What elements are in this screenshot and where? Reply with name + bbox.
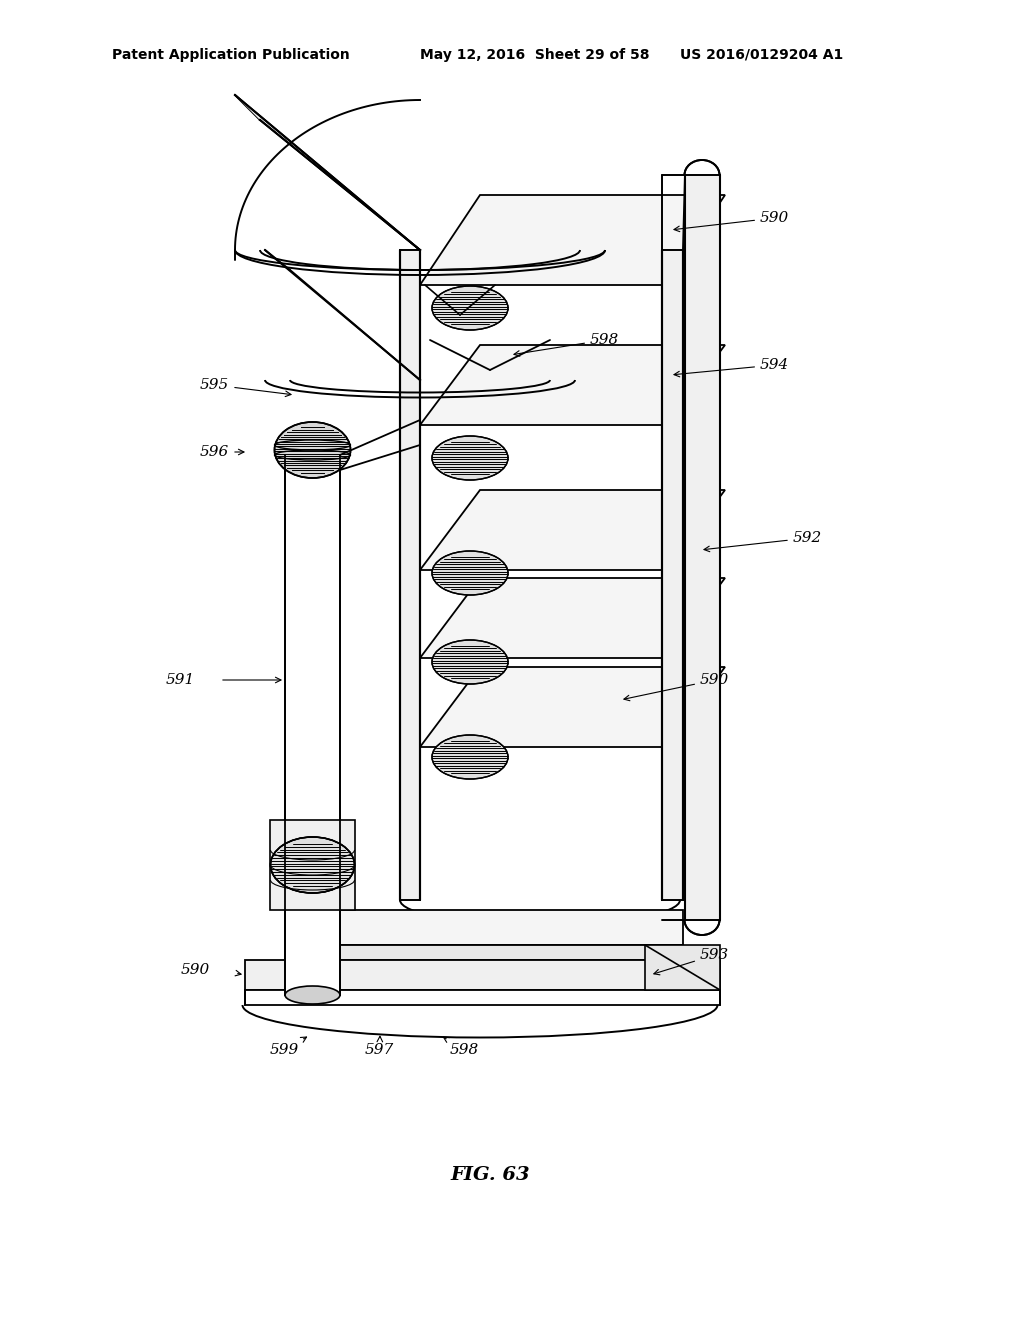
Text: 592: 592 <box>793 531 822 545</box>
Polygon shape <box>340 909 683 945</box>
Polygon shape <box>662 249 683 900</box>
Polygon shape <box>285 455 340 995</box>
Text: 598: 598 <box>514 333 620 356</box>
Polygon shape <box>420 667 725 747</box>
Polygon shape <box>265 249 420 380</box>
Text: 591: 591 <box>166 673 195 686</box>
Polygon shape <box>245 960 720 990</box>
Polygon shape <box>340 945 683 960</box>
Ellipse shape <box>432 640 508 684</box>
Ellipse shape <box>274 422 350 478</box>
Polygon shape <box>420 490 725 570</box>
Polygon shape <box>685 176 720 920</box>
Text: May 12, 2016  Sheet 29 of 58: May 12, 2016 Sheet 29 of 58 <box>420 48 649 62</box>
Text: 599: 599 <box>270 1038 306 1057</box>
Polygon shape <box>234 95 420 249</box>
Text: 590: 590 <box>181 964 210 977</box>
Ellipse shape <box>432 286 508 330</box>
Ellipse shape <box>432 550 508 595</box>
Ellipse shape <box>285 986 340 1005</box>
Text: US 2016/0129204 A1: US 2016/0129204 A1 <box>680 48 843 62</box>
Ellipse shape <box>285 446 340 465</box>
Ellipse shape <box>432 436 508 480</box>
Text: 598: 598 <box>443 1038 479 1057</box>
Polygon shape <box>420 578 725 657</box>
Text: 597: 597 <box>365 1036 394 1057</box>
Polygon shape <box>245 990 720 1005</box>
Text: 596: 596 <box>200 445 244 459</box>
Text: 590: 590 <box>674 211 790 232</box>
Text: 595: 595 <box>200 378 291 396</box>
Ellipse shape <box>270 837 354 894</box>
Text: 594: 594 <box>674 358 790 376</box>
Polygon shape <box>270 820 355 909</box>
Text: FIG. 63: FIG. 63 <box>451 1166 529 1184</box>
Ellipse shape <box>432 735 508 779</box>
Text: Patent Application Publication: Patent Application Publication <box>112 48 350 62</box>
Polygon shape <box>645 945 720 990</box>
Polygon shape <box>420 195 725 285</box>
Polygon shape <box>400 249 420 900</box>
Polygon shape <box>420 345 725 425</box>
Text: 593: 593 <box>654 948 729 975</box>
Text: 590: 590 <box>624 673 729 701</box>
